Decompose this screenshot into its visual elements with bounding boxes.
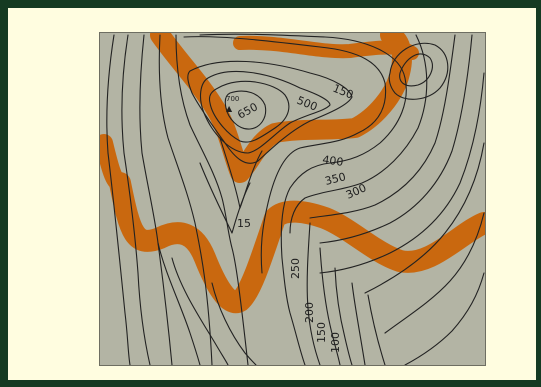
contour-300 xyxy=(289,34,428,234)
label-contour-150-bottom: 150 xyxy=(315,322,328,343)
contour-valley-b xyxy=(367,294,386,365)
contour-line-right-3 xyxy=(319,72,485,274)
contour-line-right-2 xyxy=(319,34,473,244)
label-contour-200: 200 xyxy=(303,302,316,323)
contour-hill-right-outer xyxy=(388,42,449,100)
contour-line-3 xyxy=(139,34,173,365)
label-contour-350: 350 xyxy=(324,170,348,188)
contour-valley-250 xyxy=(281,257,306,365)
contour-dip-2 xyxy=(199,162,251,234)
slide-background: 150 500 650 700 ▲ 400 350 300 15 250 200… xyxy=(8,8,536,380)
contour-line-5 xyxy=(175,34,249,365)
label-contour-400: 400 xyxy=(322,153,345,169)
contour-summit-650 xyxy=(208,80,290,143)
contour-lines xyxy=(106,33,485,365)
contour-line-right-5 xyxy=(384,212,485,334)
contour-lower-3 xyxy=(211,282,257,365)
label-contour-300: 300 xyxy=(344,181,368,201)
contour-map: 150 500 650 700 ▲ 400 350 300 15 250 200… xyxy=(99,32,486,366)
contour-valley-200 xyxy=(306,222,321,365)
contour-line-1 xyxy=(106,34,131,365)
contour-350 xyxy=(199,33,407,259)
contour-valley-a xyxy=(351,282,366,365)
label-contour-650: 650 xyxy=(235,100,260,121)
label-contour-500: 500 xyxy=(295,94,319,114)
contour-line-2 xyxy=(121,34,151,365)
label-contour-250: 250 xyxy=(289,258,302,279)
label-contour-700: 700 xyxy=(226,95,239,103)
contour-summit-inner xyxy=(224,90,267,130)
label-contour-100: 100 xyxy=(329,332,342,353)
contour-line-4 xyxy=(158,34,213,365)
contour-450 xyxy=(187,60,353,164)
peak-icon: ▲ xyxy=(226,104,233,113)
contour-labels: 150 500 650 700 ▲ 400 350 300 15 250 200… xyxy=(226,82,368,353)
contour-valley-150 xyxy=(319,247,341,365)
label-contour-15: 15 xyxy=(237,217,251,230)
contour-line-right-6 xyxy=(404,272,485,365)
highlight-band-left xyxy=(100,134,129,192)
contour-400 xyxy=(183,36,387,274)
contour-lower-1 xyxy=(157,242,201,365)
contour-line-right-4 xyxy=(364,142,485,294)
contour-hill-right-inner xyxy=(399,53,433,87)
highlight-band-lower xyxy=(109,172,485,313)
contour-lower-2 xyxy=(171,257,229,365)
contour-line-right-1 xyxy=(309,34,456,219)
contour-valley-100 xyxy=(334,267,353,365)
highlight-band-top-right xyxy=(233,35,419,60)
